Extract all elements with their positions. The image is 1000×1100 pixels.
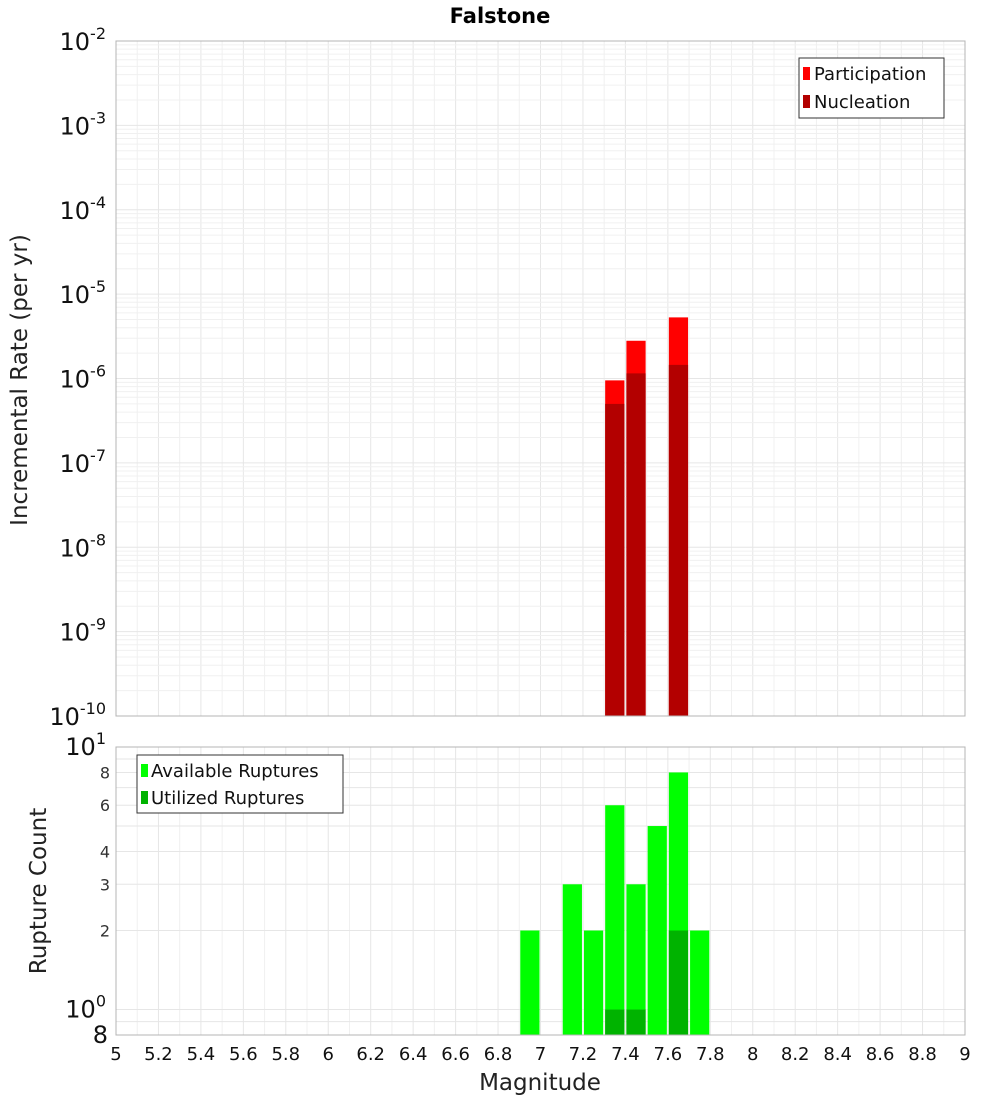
x-tick-label: 7.4 bbox=[611, 1044, 640, 1065]
count-legend: Available Ruptures Utilized Ruptures bbox=[136, 754, 344, 814]
available-ruptures-bar bbox=[605, 805, 625, 1035]
count-y-tick-label: 2 bbox=[100, 922, 110, 941]
count-y-tick-label: 8 bbox=[93, 1021, 108, 1049]
x-tick-label: 8.4 bbox=[823, 1044, 852, 1065]
count-y-axis-label: Rupture Count bbox=[26, 808, 52, 974]
count-y-tick-label: 101 bbox=[65, 729, 106, 761]
x-tick-label: 5.8 bbox=[271, 1044, 300, 1065]
legend-swatch-participation bbox=[803, 67, 810, 80]
available-ruptures-bar bbox=[626, 884, 646, 1035]
x-tick-label: 8.6 bbox=[866, 1044, 895, 1065]
available-ruptures-bar bbox=[583, 930, 604, 1035]
x-tick-label: 7.6 bbox=[654, 1044, 683, 1065]
x-axis-label: Magnitude bbox=[479, 1070, 601, 1096]
x-tick-label: 5.6 bbox=[229, 1044, 258, 1065]
legend-label-nucleation: Nucleation bbox=[814, 92, 910, 113]
x-tick-label: 7.8 bbox=[696, 1044, 725, 1065]
count-y-tick-label: 3 bbox=[100, 875, 110, 894]
rate-y-tick-label: 10-5 bbox=[60, 277, 107, 309]
count-y-tick-label: 8 bbox=[100, 763, 110, 782]
rate-plot-frame bbox=[115, 40, 966, 717]
rate-y-tick-label: 10-7 bbox=[60, 446, 107, 478]
rate-legend-box bbox=[798, 57, 945, 119]
utilized-ruptures-bar bbox=[668, 930, 689, 1035]
count-y-tick-label: 6 bbox=[100, 796, 110, 815]
rate-y-tick-label: 10-2 bbox=[60, 24, 107, 56]
x-tick-label: 6.4 bbox=[399, 1044, 428, 1065]
x-tick-label: 5 bbox=[110, 1044, 121, 1065]
chart-title: Falstone bbox=[450, 4, 551, 28]
x-tick-label: 7.2 bbox=[569, 1044, 598, 1065]
x-tick-label: 6 bbox=[323, 1044, 334, 1065]
legend-label-utilized: Utilized Ruptures bbox=[151, 788, 304, 809]
utilized-ruptures-bar bbox=[605, 1009, 625, 1035]
x-tick-label: 6.6 bbox=[441, 1044, 470, 1065]
available-ruptures-bar bbox=[690, 930, 710, 1035]
count-legend-box bbox=[136, 754, 344, 814]
rate-y-axis-label: Incremental Rate (per yr) bbox=[7, 234, 33, 526]
utilized-ruptures-bar bbox=[626, 1009, 646, 1035]
legend-swatch-nucleation bbox=[803, 95, 810, 108]
rate-y-tick-label: 10-6 bbox=[60, 362, 107, 394]
x-tick-label: 8.8 bbox=[908, 1044, 937, 1065]
nucleation-bar bbox=[668, 364, 689, 716]
available-ruptures-bar bbox=[520, 930, 540, 1035]
x-tick-label: 6.8 bbox=[484, 1044, 513, 1065]
legend-label-participation: Participation bbox=[814, 64, 926, 85]
count-y-tick-label: 4 bbox=[100, 842, 110, 861]
legend-swatch-available bbox=[141, 764, 148, 777]
nucleation-bar bbox=[605, 403, 625, 716]
count-y-tick-label: 100 bbox=[65, 992, 106, 1024]
rate-y-tick-label: 10-8 bbox=[60, 530, 107, 562]
x-tick-label: 5.2 bbox=[144, 1044, 173, 1065]
x-tick-label: 8.2 bbox=[781, 1044, 810, 1065]
x-tick-label: 5.4 bbox=[187, 1044, 216, 1065]
available-ruptures-bar bbox=[562, 884, 582, 1035]
x-tick-label: 9 bbox=[959, 1044, 970, 1065]
rate-y-tick-label: 10-4 bbox=[60, 193, 107, 225]
rate-y-tick-label: 10-9 bbox=[60, 615, 107, 647]
rate-legend: Participation Nucleation bbox=[798, 57, 945, 119]
x-tick-label: 6.2 bbox=[356, 1044, 385, 1065]
rate-y-tick-label: 10-3 bbox=[60, 108, 107, 140]
rate-panel: 10-2 10-3 10-4 10-5 10-6 10-7 10-8 10-9 10-10 In… bbox=[7, 24, 966, 731]
rate-y-tick-label: 10-10 bbox=[49, 699, 106, 731]
x-tick-label: 8 bbox=[747, 1044, 758, 1065]
count-plot-frame bbox=[115, 746, 966, 1036]
x-tick-label: 7 bbox=[535, 1044, 546, 1065]
legend-swatch-utilized bbox=[141, 791, 148, 804]
nucleation-bar bbox=[626, 373, 646, 716]
legend-label-available: Available Ruptures bbox=[151, 761, 319, 782]
available-ruptures-bar bbox=[647, 826, 667, 1035]
